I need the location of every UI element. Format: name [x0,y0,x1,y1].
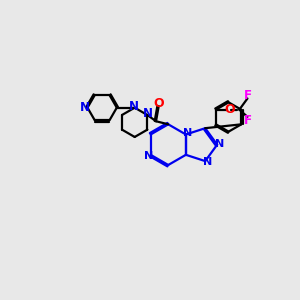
Text: N: N [203,157,212,167]
Text: N: N [129,100,139,113]
Text: N: N [144,151,153,161]
Text: F: F [244,114,252,127]
Text: N: N [183,128,193,138]
Text: F: F [244,89,252,102]
Text: O: O [224,103,235,116]
Text: O: O [153,98,164,110]
Text: N: N [80,101,90,114]
Text: N: N [143,107,153,120]
Text: N: N [215,139,224,148]
